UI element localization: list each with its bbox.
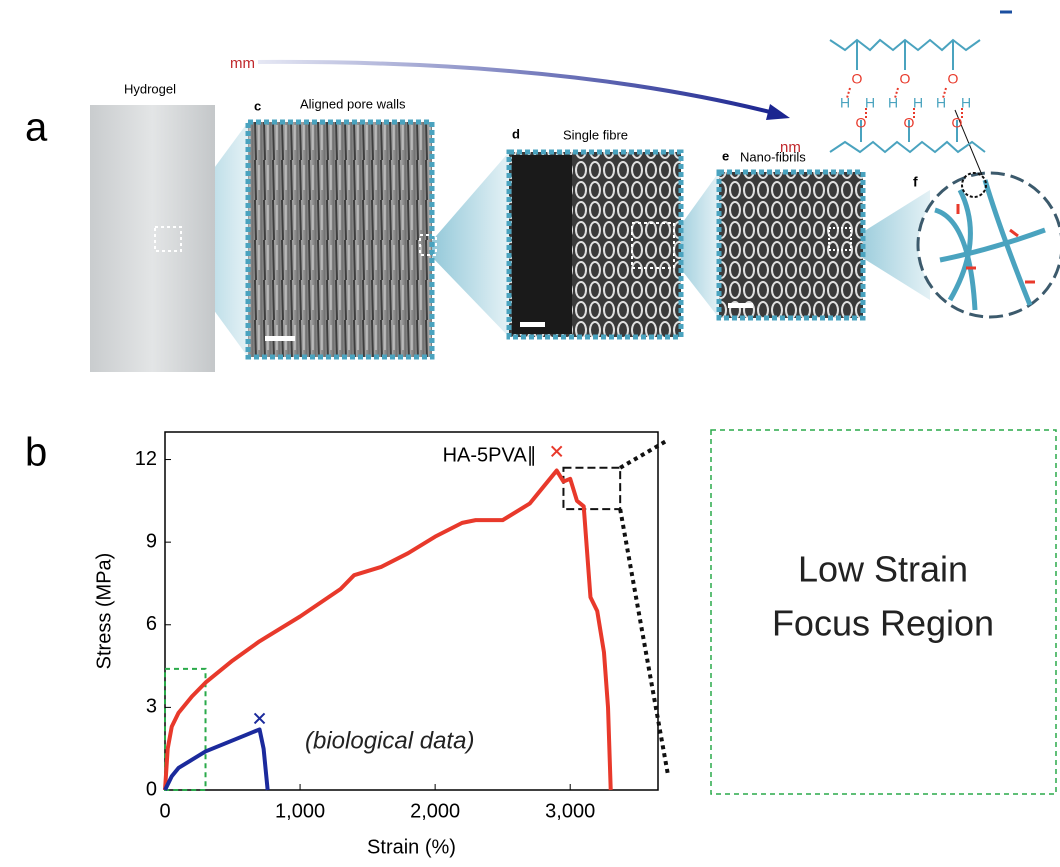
series-line bbox=[165, 729, 268, 790]
break-marker bbox=[552, 446, 562, 456]
y-axis-label: Stress (MPa) bbox=[93, 553, 115, 670]
connector bbox=[620, 440, 668, 468]
atom-label: H bbox=[840, 95, 850, 111]
image-label: Nano-fibrils bbox=[740, 149, 806, 164]
atom-label: O bbox=[904, 115, 915, 131]
image-label: Hydrogel bbox=[124, 81, 176, 96]
figure: a mm nm Hydrogel c Aligned pore walls d … bbox=[0, 0, 1060, 862]
inset-text: Focus Region bbox=[772, 603, 994, 644]
break-marker bbox=[255, 713, 265, 723]
zoom-cone bbox=[430, 152, 509, 337]
hydrogel-image bbox=[90, 105, 215, 372]
image-label: Single fibre bbox=[563, 127, 628, 142]
y-tick-label: 6 bbox=[146, 613, 157, 635]
x-tick-label: 2,000 bbox=[410, 800, 460, 822]
image-letter: e bbox=[722, 148, 729, 163]
x-tick-label: 0 bbox=[159, 800, 170, 822]
scale-bar bbox=[265, 336, 295, 341]
panel-label: b bbox=[25, 431, 47, 475]
connector bbox=[620, 509, 668, 775]
y-tick-label: 0 bbox=[146, 778, 157, 800]
y-tick-label: 12 bbox=[135, 448, 157, 470]
sem-image bbox=[719, 172, 863, 318]
y-tick-label: 9 bbox=[146, 530, 157, 552]
atom-label: H bbox=[936, 95, 946, 111]
annotation: (biological data) bbox=[305, 727, 474, 754]
chart: 0 3 6 9 12 0 1,000 2,000 3,000 Strain (%) Stress (… bbox=[93, 432, 668, 858]
scale-bar bbox=[728, 303, 753, 308]
image-letter: f bbox=[913, 174, 918, 190]
image-label: Aligned pore walls bbox=[300, 96, 406, 111]
panel-label: a bbox=[25, 106, 48, 150]
x-tick-label: 3,000 bbox=[545, 800, 595, 822]
atom-label: O bbox=[856, 115, 867, 131]
atom-label: O bbox=[852, 71, 863, 87]
atom-label: O bbox=[952, 115, 963, 131]
atom-label: H bbox=[888, 95, 898, 111]
image-letter: d bbox=[512, 126, 520, 141]
inset-text: Low Strain bbox=[798, 549, 968, 590]
series-label: HA-5PVA∥ bbox=[443, 445, 537, 467]
sem-dark bbox=[512, 155, 572, 334]
scale-bar bbox=[520, 322, 545, 327]
image-letter: c bbox=[254, 98, 261, 113]
atom-label: O bbox=[948, 71, 959, 87]
x-axis-label: Strain (%) bbox=[367, 836, 456, 858]
y-tick-label: 3 bbox=[146, 696, 157, 718]
sem-image bbox=[248, 122, 432, 357]
page: a mm nm Hydrogel c Aligned pore walls d … bbox=[0, 0, 1060, 867]
arrow-head bbox=[766, 104, 790, 120]
x-tick-label: 1,000 bbox=[275, 800, 325, 822]
atom-label: O bbox=[900, 71, 911, 87]
scale-label: mm bbox=[230, 55, 255, 72]
